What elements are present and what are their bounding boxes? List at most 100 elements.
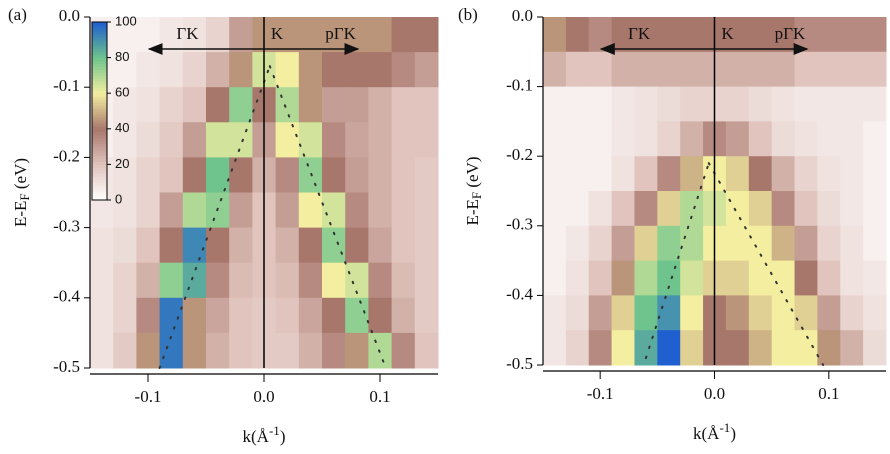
heatmap-cell: [206, 17, 230, 53]
heatmap-cell: [391, 297, 416, 334]
heatmap-cell: [414, 87, 439, 123]
heatmap-cell: [90, 297, 114, 334]
heatmap-cell: [113, 227, 137, 264]
colorbar-segment: [92, 149, 107, 154]
heatmap-cell: [543, 156, 567, 192]
colorbar-segment: [92, 78, 107, 82]
heatmap-cell: [588, 295, 613, 331]
colorbar-segment: [92, 131, 107, 136]
heatmap-cell: [611, 225, 635, 262]
heatmap-cell: [229, 17, 253, 53]
dispersion-line: [707, 162, 825, 366]
heatmap-cell: [588, 51, 613, 88]
colorbar-segment: [92, 42, 107, 47]
heatmap-cell: [771, 330, 796, 366]
heatmap-cell: [298, 87, 323, 123]
colorbar-frame: [91, 21, 108, 201]
heatmap-cell: [275, 52, 300, 88]
heatmap-cell: [229, 192, 253, 229]
heatmap-cell: [748, 260, 773, 296]
heatmap-cell: [298, 122, 323, 158]
heatmap-cell: [794, 330, 818, 366]
heatmap-cell: [771, 191, 796, 227]
heatmap-cell: [840, 330, 864, 366]
colorbar-tick-label: 0: [115, 191, 122, 206]
colorbar-segment: [92, 140, 107, 145]
colorbar-segment: [92, 143, 107, 148]
heatmap-cell: [206, 332, 230, 369]
colorbar-segment: [92, 63, 107, 68]
heatmap-cell: [863, 191, 887, 227]
heatmap-cell: [229, 87, 253, 123]
colorbar-segment: [92, 45, 107, 50]
heatmap-cell: [345, 122, 369, 158]
heatmap-cell: [298, 17, 323, 53]
heatmap-cell: [634, 17, 658, 53]
heatmap-cell: [206, 122, 230, 158]
colorbar-segment: [92, 66, 107, 71]
heatmap-cell: [322, 297, 346, 334]
heatmap-cell: [748, 121, 773, 157]
y-tick-label: -0.3: [53, 217, 80, 236]
heatmap-cell: [725, 156, 750, 192]
heatmap-cell: [680, 17, 704, 53]
heatmap-cell: [680, 260, 704, 296]
heatmap-cell: [368, 87, 393, 123]
colorbar-segment: [92, 173, 107, 177]
heatmap-cell: [391, 262, 416, 299]
heatmap-cell: [657, 225, 681, 262]
dispersion-line: [158, 65, 271, 369]
colorbar-segment: [92, 93, 107, 97]
heatmap-cell: [136, 17, 161, 53]
heatmap-cell: [863, 51, 887, 88]
heatmap-cell: [275, 262, 300, 299]
heatmap: [543, 17, 887, 366]
heatmap-cell: [298, 52, 323, 88]
heatmap-cell: [113, 332, 137, 369]
x-axis-label-part: -1: [719, 420, 730, 435]
colorbar-segment: [92, 167, 107, 171]
heatmap-cell: [322, 157, 346, 193]
colorbar-segment: [92, 176, 107, 180]
colorbar-segment: [92, 108, 107, 112]
heatmap-cell: [657, 51, 681, 88]
heatmap-cell: [748, 86, 773, 122]
heatmap-cell: [136, 192, 161, 229]
y-tick-label: -0.3: [506, 215, 533, 234]
colorbar-segment: [92, 81, 107, 85]
heatmap-cell: [345, 87, 369, 123]
heatmap-cell: [206, 157, 230, 193]
heatmap-cell: [863, 260, 887, 296]
colorbar-segment: [92, 99, 107, 103]
heatmap-cell: [322, 122, 346, 158]
panel-label: (b): [458, 5, 478, 24]
heatmap-cell: [840, 121, 864, 157]
colorbar-segment: [92, 188, 107, 192]
heatmap-cell: [657, 191, 681, 227]
annotation: K: [721, 24, 734, 43]
heatmap-cell: [634, 191, 658, 227]
heatmap-cell: [322, 17, 346, 53]
heatmap-cell: [817, 86, 841, 122]
heatmap-cell: [543, 86, 567, 122]
heatmap-cell: [391, 157, 416, 193]
heatmap-cell: [771, 51, 796, 88]
heatmap-cell: [565, 156, 590, 192]
heatmap-cell: [543, 17, 567, 53]
heatmap-cell: [840, 17, 864, 53]
colorbar-segment: [92, 170, 107, 174]
heatmap-cell: [725, 191, 750, 227]
heatmap-cell: [345, 157, 369, 193]
heatmap-cell: [229, 262, 253, 299]
heatmap-cell: [414, 332, 439, 369]
heatmap-cell: [159, 17, 184, 53]
heatmap-cell: [863, 156, 887, 192]
heatmap-cell: [680, 295, 704, 331]
heatmap-cell: [680, 156, 704, 192]
heatmap-cell: [794, 260, 818, 296]
heatmap-cell: [543, 51, 567, 88]
heatmap-cell: [322, 87, 346, 123]
heatmap-cell: [611, 156, 635, 192]
heatmap-cell: [159, 297, 184, 334]
